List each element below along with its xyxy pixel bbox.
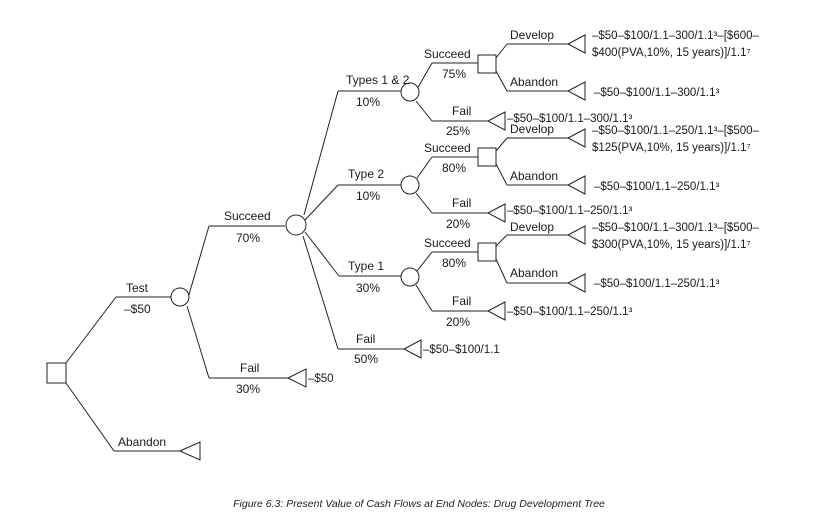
type1-succeed-prob: 80%: [442, 256, 466, 270]
type1-succeed-label: Succeed: [424, 236, 471, 250]
test-fail-prob: 30%: [236, 382, 260, 396]
type1-develop-payoff-1: –$50–$100/1.1–300/1.1³–[$500–: [592, 222, 760, 234]
terminal-node-level2-fail: [402, 339, 422, 359]
types12-abandon-payoff: –$50–$100/1.1–300/1.1³: [594, 87, 720, 99]
type2-succeed-prob: 80%: [442, 161, 466, 175]
type2-fail-payoff: –$50–$100/1.1–250/1.1³: [507, 205, 633, 217]
terminal-node-type1-develop: [566, 225, 586, 245]
terminal-node-types12-abandon: [566, 81, 586, 101]
test-fail-payoff: –$50: [308, 373, 334, 385]
type1-develop-payoff-2: $300(PVA,10%, 15 years)]/1.1⁷: [592, 239, 751, 251]
type1-abandon-payoff: –$50–$100/1.1–250/1.1³: [594, 278, 720, 290]
type2-fail-prob: 20%: [446, 217, 470, 231]
type1-develop-label: Develop: [510, 220, 554, 234]
type1-develop-decision-node: [477, 242, 497, 262]
types12-develop-payoff-2: $400(PVA,10%, 15 years)]/1.1⁷: [592, 47, 751, 59]
types12-succeed-label: Succeed: [424, 47, 471, 61]
terminal-node-abandon: [178, 441, 201, 461]
type2-develop-payoff-1: –$50–$100/1.1–250/1.1³–[$500–: [592, 125, 760, 137]
types12-develop-decision-node: [477, 54, 497, 74]
terminal-node-type2-develop: [566, 128, 586, 148]
types12-develop-label: Develop: [510, 28, 554, 42]
type2-chance-node: [400, 175, 420, 195]
types12-fail-label: Fail: [452, 104, 471, 118]
types12-chance-node: [400, 82, 420, 102]
root-decision-node: [46, 362, 67, 384]
type2-succeed-label: Succeed: [424, 141, 471, 155]
figure-caption: Figure 6.3: Present Value of Cash Flows …: [233, 498, 605, 510]
types12-prob: 10%: [356, 95, 380, 109]
types12-label: Types 1 & 2: [346, 73, 410, 87]
type2-fail-label: Fail: [452, 196, 471, 210]
level2-fail-payoff: –$50–$100/1.1: [423, 344, 500, 356]
terminal-node-type1-abandon: [566, 273, 586, 293]
abandon-label: Abandon: [118, 435, 166, 449]
terminal-node-types12-develop: [566, 34, 586, 54]
succeed-label: Succeed: [224, 209, 271, 223]
type1-label: Type 1: [348, 259, 384, 273]
test-label: Test: [126, 281, 149, 295]
succeed-prob: 70%: [236, 231, 260, 245]
type2-develop-decision-node: [477, 147, 497, 167]
terminal-node-type2-abandon: [566, 175, 586, 195]
level2-fail-prob: 50%: [354, 352, 378, 366]
types12-develop-payoff-1: –$50–$100/1.1–300/1.1³–[$600–: [592, 30, 760, 42]
terminal-node-test-fail: [286, 368, 307, 388]
level2-chance-node: [285, 214, 307, 236]
level2-fail-label: Fail: [356, 332, 375, 346]
type2-prob: 10%: [356, 189, 380, 203]
type2-develop-label: Develop: [510, 122, 554, 136]
type1-abandon-label: Abandon: [510, 266, 558, 280]
tree-edges: [65, 43, 568, 452]
type1-fail-payoff: –$50–$100/1.1–250/1.1³: [507, 306, 633, 318]
types12-fail-prob: 25%: [446, 124, 470, 138]
type1-prob: 30%: [356, 281, 380, 295]
terminal-node-type1-fail: [486, 301, 506, 321]
types12-abandon-label: Abandon: [510, 75, 558, 89]
test-fail-label: Fail: [240, 361, 259, 375]
type1-fail-label: Fail: [452, 294, 471, 308]
tree-labels: Test –$50 Abandon Succeed 70% Fail 30% –…: [118, 28, 760, 449]
type2-abandon-label: Abandon: [510, 169, 558, 183]
test-cost-label: –$50: [124, 302, 151, 316]
terminal-node-types12-fail: [486, 111, 506, 131]
type2-label: Type 2: [348, 167, 384, 181]
type1-fail-prob: 20%: [446, 315, 470, 329]
types12-succeed-prob: 75%: [442, 67, 466, 81]
types12-fail-payoff: –$50–$100/1.1–300/1.1³: [507, 113, 633, 125]
tree-nodes: [46, 34, 586, 461]
type2-develop-payoff-2: $125(PVA,10%, 15 years)]/1.1⁷: [592, 142, 751, 154]
terminal-node-type2-fail: [486, 203, 506, 223]
test-chance-node: [170, 287, 190, 307]
type2-abandon-payoff: –$50–$100/1.1–250/1.1³: [594, 181, 720, 193]
type1-chance-node: [400, 267, 420, 287]
